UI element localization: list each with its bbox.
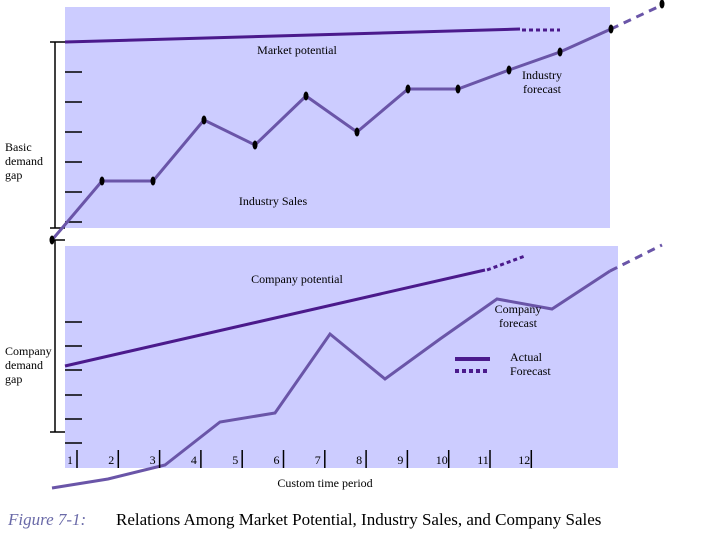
label: Company <box>495 302 542 316</box>
basic-gap-bracket <box>50 41 82 229</box>
label: gap <box>5 168 22 182</box>
legend-label: Actual <box>510 350 543 364</box>
company-potential-line <box>64 268 486 368</box>
x-tick-label: 8 <box>356 453 362 467</box>
x-axis-label: Custom time period <box>277 476 372 490</box>
label: Market potential <box>257 43 337 57</box>
x-tick-label: 4 <box>191 453 197 467</box>
x-tick-label: 12 <box>518 453 530 467</box>
label: demand <box>5 358 43 372</box>
legend-label: Forecast <box>510 364 551 378</box>
x-tick-label: 10 <box>436 453 448 467</box>
label: forecast <box>499 316 538 330</box>
label: Industry Sales <box>239 194 308 208</box>
label: Basic <box>5 140 32 154</box>
label: Company potential <box>251 272 343 286</box>
x-tick-label: 3 <box>150 453 156 467</box>
company-sales-line <box>51 269 611 490</box>
label: demand <box>5 154 43 168</box>
x-tick-label: 11 <box>477 453 489 467</box>
x-tick-label: 1 <box>67 453 73 467</box>
industry-sales-line <box>50 27 612 241</box>
industry-forecast-line <box>610 3 663 31</box>
x-tick-label: 9 <box>397 453 403 467</box>
caption-text: Relations Among Market Potential, Indust… <box>116 510 601 529</box>
caption-number: Figure 7-1: <box>7 510 86 529</box>
company-panel <box>65 246 618 468</box>
x-tick-label: 2 <box>108 453 114 467</box>
x-tick-label: 6 <box>274 453 280 467</box>
label: gap <box>5 372 22 386</box>
label: Company <box>5 344 52 358</box>
company-forecast-line <box>609 243 663 273</box>
x-tick-label: 7 <box>315 453 321 467</box>
industry-markers <box>49 0 665 245</box>
market-potential-line <box>64 27 521 44</box>
company-gap-bracket <box>50 239 82 444</box>
label: Industry <box>522 68 562 82</box>
x-tick-label: 5 <box>232 453 238 467</box>
label: forecast <box>523 82 562 96</box>
x-ticks: 1 2 3 4 5 6 7 8 9 10 11 12 <box>67 450 533 468</box>
